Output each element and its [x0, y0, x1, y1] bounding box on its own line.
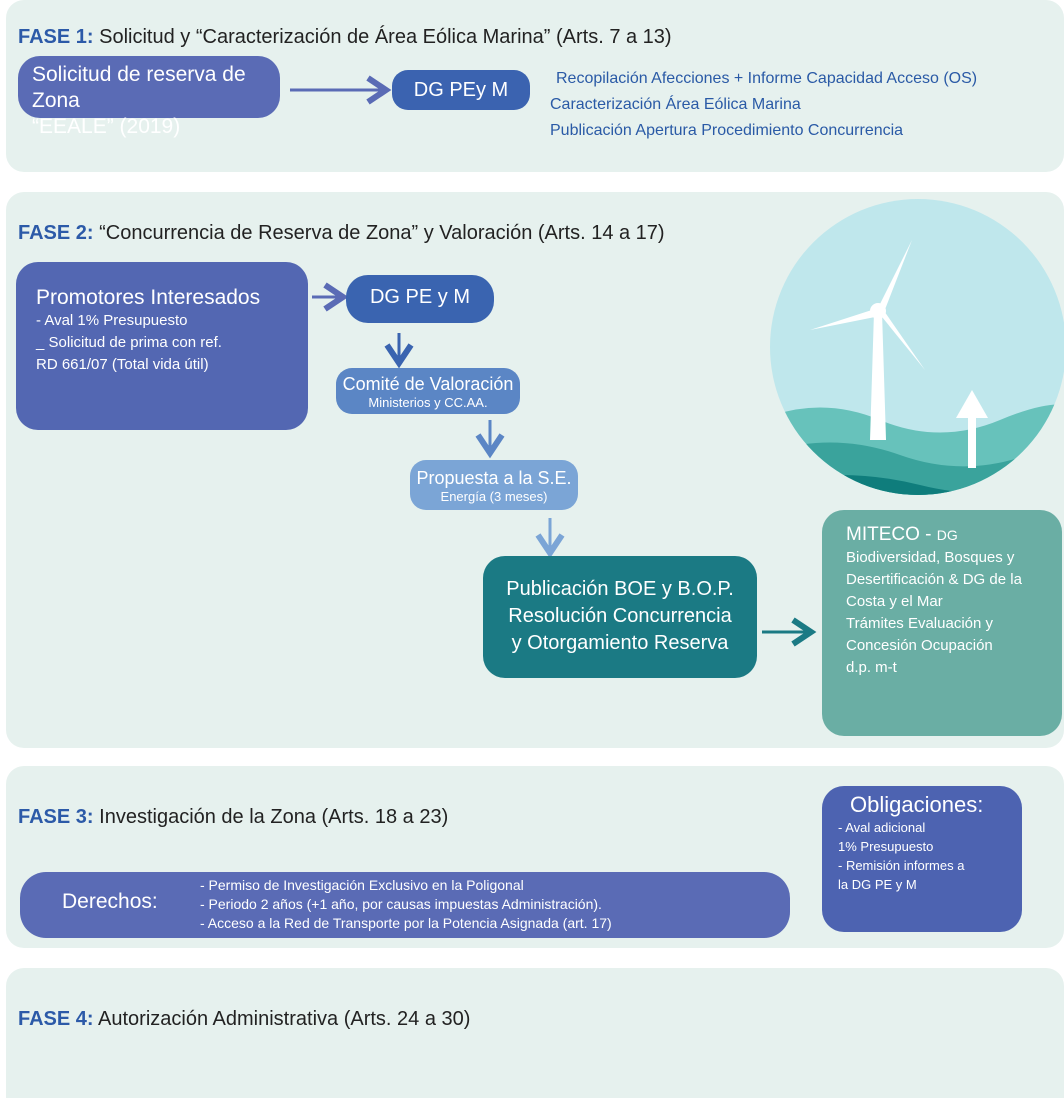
text: DG [936, 527, 958, 543]
text: “EEALE” (2019) [32, 115, 181, 138]
text: y Otorgamiento Reserva [511, 632, 729, 654]
text: FASE 4: [18, 1008, 94, 1030]
authority-box: DG PE y M [346, 275, 494, 323]
text: Recopilación Afecciones + Informe Capaci… [556, 70, 978, 87]
steps: Recopilación Afecciones + Informe Capaci… [550, 66, 977, 144]
text: DG PEy M [413, 79, 509, 101]
promoters-box: Promotores Interesados - Aval 1% Presupue… [16, 262, 308, 430]
text: - Aval adicional [838, 820, 926, 835]
authority-box: DG PEy M [392, 70, 530, 110]
text: _ Solicitud de prima con ref. [36, 334, 222, 351]
committee-box: Comité de Valoración Ministerios y CC.AA. [336, 368, 520, 414]
text: Obligaciones: [850, 792, 984, 817]
phase-title: FASE 4: Autorización Administrativa (Art… [18, 1008, 470, 1031]
text: Autorización Administrativa (Arts. 24 a … [98, 1008, 471, 1030]
text: Solicitud y “Caracterización de Área Eól… [99, 26, 672, 48]
rights-box: Derechos: - Permiso de Investigación Excl… [20, 872, 790, 938]
publication-box: Publicación BOE y B.O.P. Resolución Concu… [483, 556, 757, 678]
text: DG PE y M [369, 286, 470, 308]
text: Promotores Interesados [36, 286, 261, 309]
text: Comité de Valoración [342, 374, 514, 394]
phase-title: FASE 1: Solicitud y “Caracterización de … [18, 26, 672, 49]
obligations-box: Obligaciones: - Aval adicional 1% Presupue… [822, 786, 1022, 932]
text: Solicitud de reserva de Zona [32, 63, 246, 112]
text: MITECO - [846, 524, 937, 545]
turbine-illustration [770, 199, 1064, 495]
text: - Periodo 2 años (+1 año, por causas imp… [200, 896, 602, 912]
text: RD 661/07 (Total vida útil) [36, 356, 209, 373]
arrows [290, 75, 817, 647]
text: la DG PE y M [838, 877, 917, 892]
text: FASE 2: [18, 222, 94, 244]
text: FASE 1: [18, 26, 94, 48]
text: Caracterización Área Eólica Marina [550, 96, 801, 113]
text: 1% Presupuesto [838, 839, 934, 854]
text: Derechos: [62, 890, 158, 913]
phase-panel [6, 968, 1064, 1098]
text: Trámites Evaluación y [846, 615, 993, 632]
request-box: Solicitud de reserva de Zona “EEALE” (201… [18, 56, 280, 138]
phase-title: FASE 3: Investigación de la Zona (Arts. … [18, 806, 448, 829]
text: - Remisión informes a [838, 858, 965, 873]
text: “Concurrencia de Reserva de Zona” y Valo… [99, 222, 665, 244]
text: FASE 3: [18, 806, 94, 828]
text: Publicación Apertura Procedimiento Concu… [550, 122, 904, 139]
text: Investigación de la Zona (Arts. 18 a 23) [99, 806, 449, 828]
text: Ministerios y CC.AA. [368, 395, 488, 410]
text: Propuesta a la S.E. [416, 468, 572, 488]
text: Publicación BOE y B.O.P. [506, 578, 734, 600]
miteco-box: MITECO - DG Biodiversidad, Bosques y Deser… [822, 510, 1062, 736]
phase-title: FASE 2: “Concurrencia de Reserva de Zona… [18, 222, 665, 245]
text: - Permiso de Investigación Exclusivo en … [200, 877, 524, 893]
text: Energía (3 meses) [440, 489, 548, 504]
text: - Aval 1% Presupuesto [36, 312, 188, 329]
proposal-box: Propuesta a la S.E. Energía (3 meses) [410, 460, 578, 510]
text: Concesión Ocupación [846, 637, 993, 654]
text: d.p. m-t [846, 659, 897, 676]
text: - Acceso a la Red de Transporte por la P… [200, 915, 612, 931]
text: Desertificación & DG de la [846, 571, 1022, 588]
text: Resolución Concurrencia [508, 605, 732, 627]
text: Costa y el Mar [846, 593, 943, 610]
text: Biodiversidad, Bosques y [846, 549, 1015, 566]
